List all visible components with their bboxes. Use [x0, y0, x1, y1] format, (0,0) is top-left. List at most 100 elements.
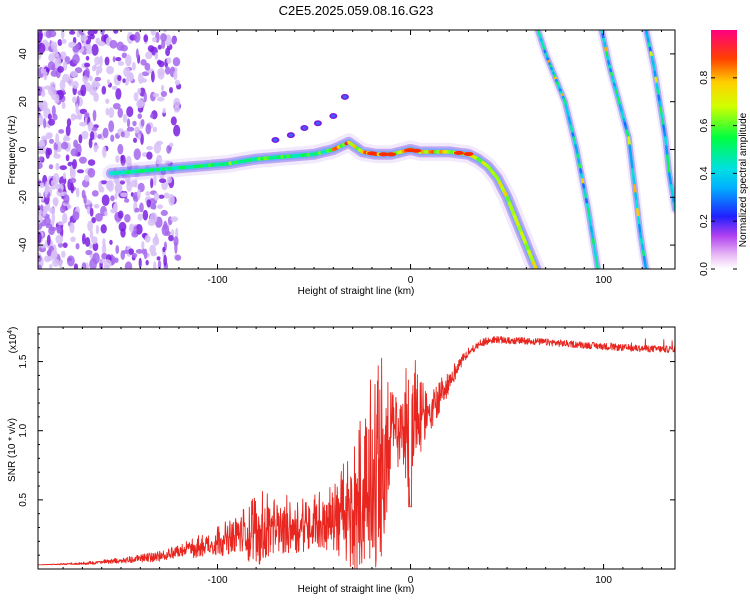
noise-blob: [141, 241, 145, 250]
noise-blob: [57, 39, 63, 46]
spectrogram-ylabel: Frequency (Hz): [7, 116, 18, 185]
noise-blob: [153, 261, 157, 269]
noise-blob: [100, 180, 108, 185]
noise-blob: [61, 250, 66, 258]
noise-blob: [173, 70, 178, 81]
noise-blob: [57, 65, 64, 73]
noise-blob: [105, 98, 110, 104]
noise-blob: [65, 154, 70, 162]
noise-blob: [91, 44, 99, 56]
snr-xtick-label: 100: [595, 575, 612, 586]
noise-blob: [170, 216, 179, 222]
noise-blob: [43, 118, 47, 129]
noise-blob: [72, 80, 79, 89]
noise-blob: [160, 209, 168, 216]
noise-blob: [160, 84, 165, 92]
noise-blob: [85, 249, 93, 256]
noise-blob: [164, 230, 171, 236]
noise-blob: [54, 149, 58, 157]
noise-blob: [124, 213, 131, 223]
noise-blob: [85, 49, 93, 55]
noise-blob: [44, 85, 52, 90]
noise-blob: [152, 93, 160, 98]
noise-blob: [149, 212, 158, 224]
noise-blob: [128, 248, 134, 255]
noise-blob: [45, 132, 52, 140]
noise-blob: [47, 147, 53, 156]
noise-blob: [134, 31, 141, 43]
snr-xlabel: Height of straight line (km): [298, 584, 415, 595]
noise-blob: [169, 86, 174, 94]
stripe-core: [664, 136, 668, 148]
noise-blob: [48, 30, 57, 38]
main-trace-peak: [386, 152, 397, 157]
noise-blob: [72, 96, 77, 104]
snr-ytick-label: 1.5: [18, 354, 29, 368]
noise-blob: [38, 264, 42, 269]
spectrogram-axes: -100 0 100 -40 -20 0 20 40: [18, 30, 675, 286]
noise-blob: [95, 37, 101, 45]
noise-blob: [95, 213, 103, 222]
noise-blob: [88, 75, 93, 82]
noise-blob: [120, 192, 129, 198]
stripe-core: [634, 192, 638, 203]
noise-blob: [156, 140, 164, 146]
main-trace-peak: [453, 150, 464, 155]
noise-blob: [149, 113, 154, 119]
noise-blob: [158, 178, 167, 184]
noise-blob: [92, 109, 97, 122]
upper-branch-core: [315, 121, 320, 125]
snr-scale-factor: (x104): [7, 327, 19, 354]
noise-blob: [48, 164, 54, 170]
noise-blob: [100, 186, 105, 193]
noise-blob: [74, 67, 83, 74]
noise-blob: [173, 97, 181, 108]
stripe-core: [636, 208, 640, 219]
noise-blob: [52, 258, 60, 267]
noise-blob: [45, 67, 50, 73]
noise-blob: [55, 132, 60, 145]
noise-blob: [166, 57, 172, 64]
noise-blob: [110, 195, 115, 202]
main-trace-peak: [463, 151, 474, 156]
noise-blob: [134, 178, 138, 188]
noise-blob: [146, 199, 152, 208]
noise-blob: [120, 228, 126, 238]
snr-axes: -100 0 100 0.5 1.0 1.5: [18, 327, 675, 586]
noise-blob: [103, 259, 112, 269]
noise-blob: [129, 223, 135, 233]
noise-blob: [152, 126, 158, 133]
noise-blob: [84, 112, 90, 118]
upper-branch-core: [331, 114, 336, 118]
noise-blob: [100, 30, 105, 35]
noise-blob: [101, 85, 107, 95]
noise-blob: [87, 167, 96, 178]
noise-blob: [73, 263, 79, 269]
stripe-core: [665, 145, 669, 157]
noise-blob: [105, 107, 109, 116]
noise-blob: [38, 156, 43, 162]
noise-blob: [113, 173, 120, 184]
colorbar-tick-label: 0.8: [699, 70, 710, 84]
stripe-core: [629, 152, 633, 163]
noise-blob: [150, 70, 155, 83]
noise-blob: [78, 134, 83, 144]
spectrogram-xtick-label: -100: [208, 275, 228, 286]
noise-blob: [132, 120, 137, 127]
noise-blob: [70, 236, 76, 243]
noise-blob: [140, 118, 145, 127]
upper-branch-core: [302, 126, 307, 130]
noise-blob: [133, 92, 139, 102]
noise-blob: [66, 204, 72, 210]
spectrogram-ytick-label: -40: [18, 237, 29, 252]
noise-blob: [102, 146, 107, 159]
noise-blob: [38, 231, 42, 244]
noise-blob: [139, 202, 144, 213]
noise-blob: [38, 42, 46, 54]
noise-blob: [140, 59, 147, 66]
noise-blob: [78, 30, 83, 35]
noise-blob: [143, 91, 147, 103]
noise-blob: [56, 225, 62, 233]
noise-blob: [85, 55, 90, 61]
noise-blob: [138, 257, 142, 269]
